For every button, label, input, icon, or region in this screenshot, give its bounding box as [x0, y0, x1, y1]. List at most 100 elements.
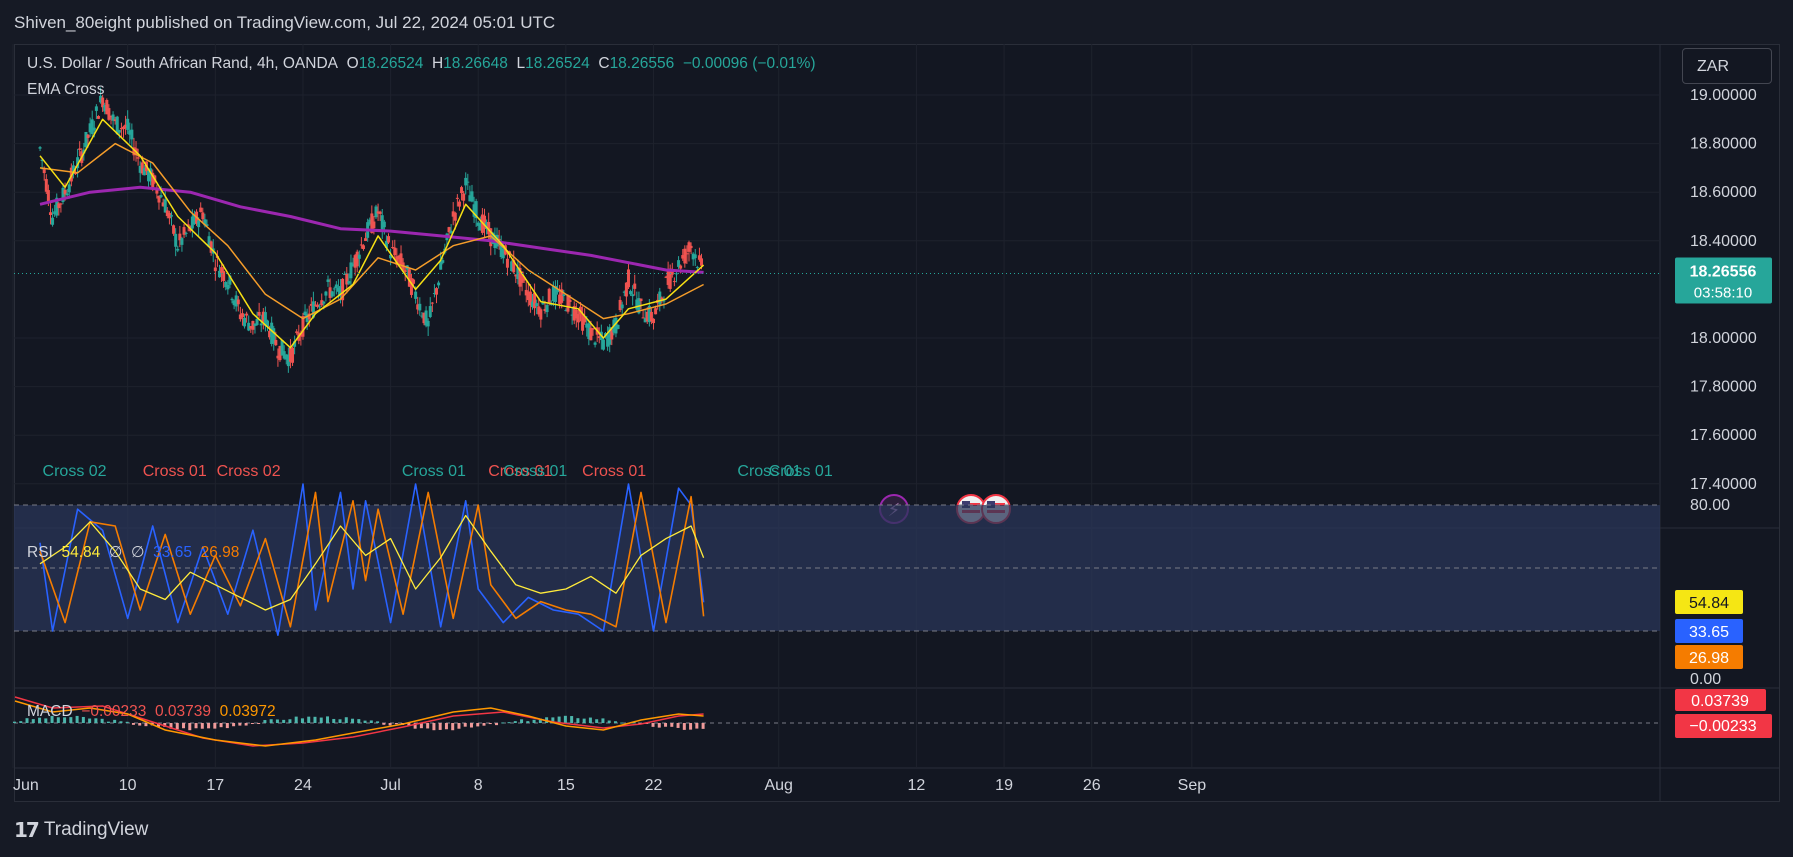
cross-label: Cross 01	[143, 463, 207, 480]
symbol-title[interactable]: U.S. Dollar / South African Rand, 4h, OA…	[27, 55, 338, 72]
indicator-label[interactable]: EMA Cross	[27, 81, 105, 98]
chart-container[interactable]	[14, 44, 1780, 802]
rsi-badge-text: 54.84	[1689, 595, 1729, 612]
candle-body	[299, 333, 303, 337]
candle-body	[84, 131, 88, 148]
symbol-legend: U.S. Dollar / South African Rand, 4h, OA…	[27, 55, 816, 73]
candle-body	[192, 215, 196, 225]
cross-label: Cross 02	[43, 463, 107, 480]
candle-body	[209, 241, 213, 253]
macd-value-badge	[1675, 689, 1766, 711]
candle-body	[679, 265, 683, 269]
candle-body	[48, 212, 52, 215]
candle-body	[380, 215, 384, 230]
macd-histogram-bar	[451, 723, 455, 731]
candle-body	[556, 289, 560, 293]
macd-histogram-bar	[563, 715, 567, 723]
candle-body	[464, 177, 468, 186]
candle-body	[316, 304, 320, 308]
candle-body	[257, 312, 261, 316]
candle-body	[253, 323, 257, 326]
macd-histogram-bar	[213, 723, 217, 729]
candle-body	[672, 281, 676, 283]
candle-body	[409, 278, 413, 295]
candle-body	[389, 254, 393, 259]
macd-histogram-bar	[382, 723, 386, 725]
candle-body	[670, 271, 674, 275]
candle-body	[61, 187, 65, 202]
candle-body	[74, 173, 78, 175]
close-label: C	[598, 55, 610, 72]
candle-body	[236, 299, 240, 305]
candle-body	[303, 311, 307, 316]
macd-histogram-bar	[457, 723, 461, 729]
rsi-name[interactable]: RSI	[27, 544, 53, 561]
candle-body	[63, 189, 67, 195]
macd-histogram-bar	[326, 716, 329, 723]
time-tick-label: 17	[206, 777, 224, 794]
rsi-value-2: ∅	[108, 544, 123, 561]
macd-histogram-bar	[413, 723, 417, 729]
current-price-value: 18.26556	[1690, 263, 1757, 280]
candle-body	[441, 260, 445, 263]
candle-body	[533, 292, 537, 309]
candle-body	[593, 342, 597, 345]
candle-body	[103, 105, 107, 112]
time-tick-label: Jun	[13, 777, 39, 794]
macd-histogram-bar	[507, 722, 511, 724]
currency-button[interactable]: ZAR	[1682, 48, 1772, 84]
cross-label: Cross 02	[217, 463, 281, 480]
change-value: −0.00096 (−0.01%)	[682, 55, 816, 72]
candle-body	[268, 330, 272, 338]
candle-body	[476, 222, 480, 226]
candle-body	[136, 157, 140, 159]
candle-body	[180, 238, 184, 245]
candle-body	[243, 317, 247, 327]
macd-histogram-bar	[219, 723, 223, 728]
candle-body	[683, 248, 687, 264]
candle-body	[535, 303, 539, 307]
candle-body	[641, 317, 645, 319]
candle-body	[234, 295, 238, 307]
macd-histogram-bar	[376, 721, 380, 723]
rsi-legend: RSI 54.84 ∅ ∅ 33.65 26.98	[27, 543, 239, 562]
candle-body	[435, 288, 439, 295]
candle-body	[265, 320, 269, 327]
candle-body	[510, 261, 514, 272]
price-tick-label: 17.40000	[1690, 476, 1757, 493]
macd-name[interactable]: MACD	[27, 703, 73, 720]
candle-body	[326, 279, 330, 282]
macd-histogram-bar	[570, 716, 574, 723]
candle-body	[128, 130, 132, 135]
low-label: L	[516, 55, 526, 72]
price-tick-label: 18.00000	[1690, 330, 1757, 347]
candle-body	[115, 116, 119, 135]
rsi-value-1: 54.84	[61, 544, 101, 561]
macd-histogram-bar	[476, 723, 480, 727]
time-tick-label: 15	[557, 777, 575, 794]
candle-body	[71, 165, 75, 175]
candle-body	[505, 258, 509, 268]
ema-slow-line	[39, 185, 704, 274]
tradingview-branding[interactable]: 17 TradingView	[14, 818, 148, 842]
price-tick-label: 18.60000	[1690, 184, 1757, 201]
candle-body	[645, 311, 649, 322]
candle-body	[224, 282, 228, 288]
macd-histogram-bar	[94, 718, 98, 723]
macd-histogram-bar	[344, 717, 348, 723]
candle-body	[616, 324, 620, 329]
candle-body	[101, 97, 105, 108]
candle-body	[572, 306, 576, 321]
candle-body	[176, 248, 180, 251]
candle-body	[393, 247, 397, 256]
macd-histogram-bar	[156, 723, 160, 727]
candle-body	[228, 275, 232, 285]
candle-body	[662, 300, 666, 302]
candle-body	[478, 223, 482, 231]
macd-histogram-bar	[138, 723, 142, 726]
candle-body	[574, 309, 578, 319]
candle-body	[247, 322, 251, 331]
candle-body	[474, 201, 478, 219]
candle-body	[562, 294, 566, 296]
